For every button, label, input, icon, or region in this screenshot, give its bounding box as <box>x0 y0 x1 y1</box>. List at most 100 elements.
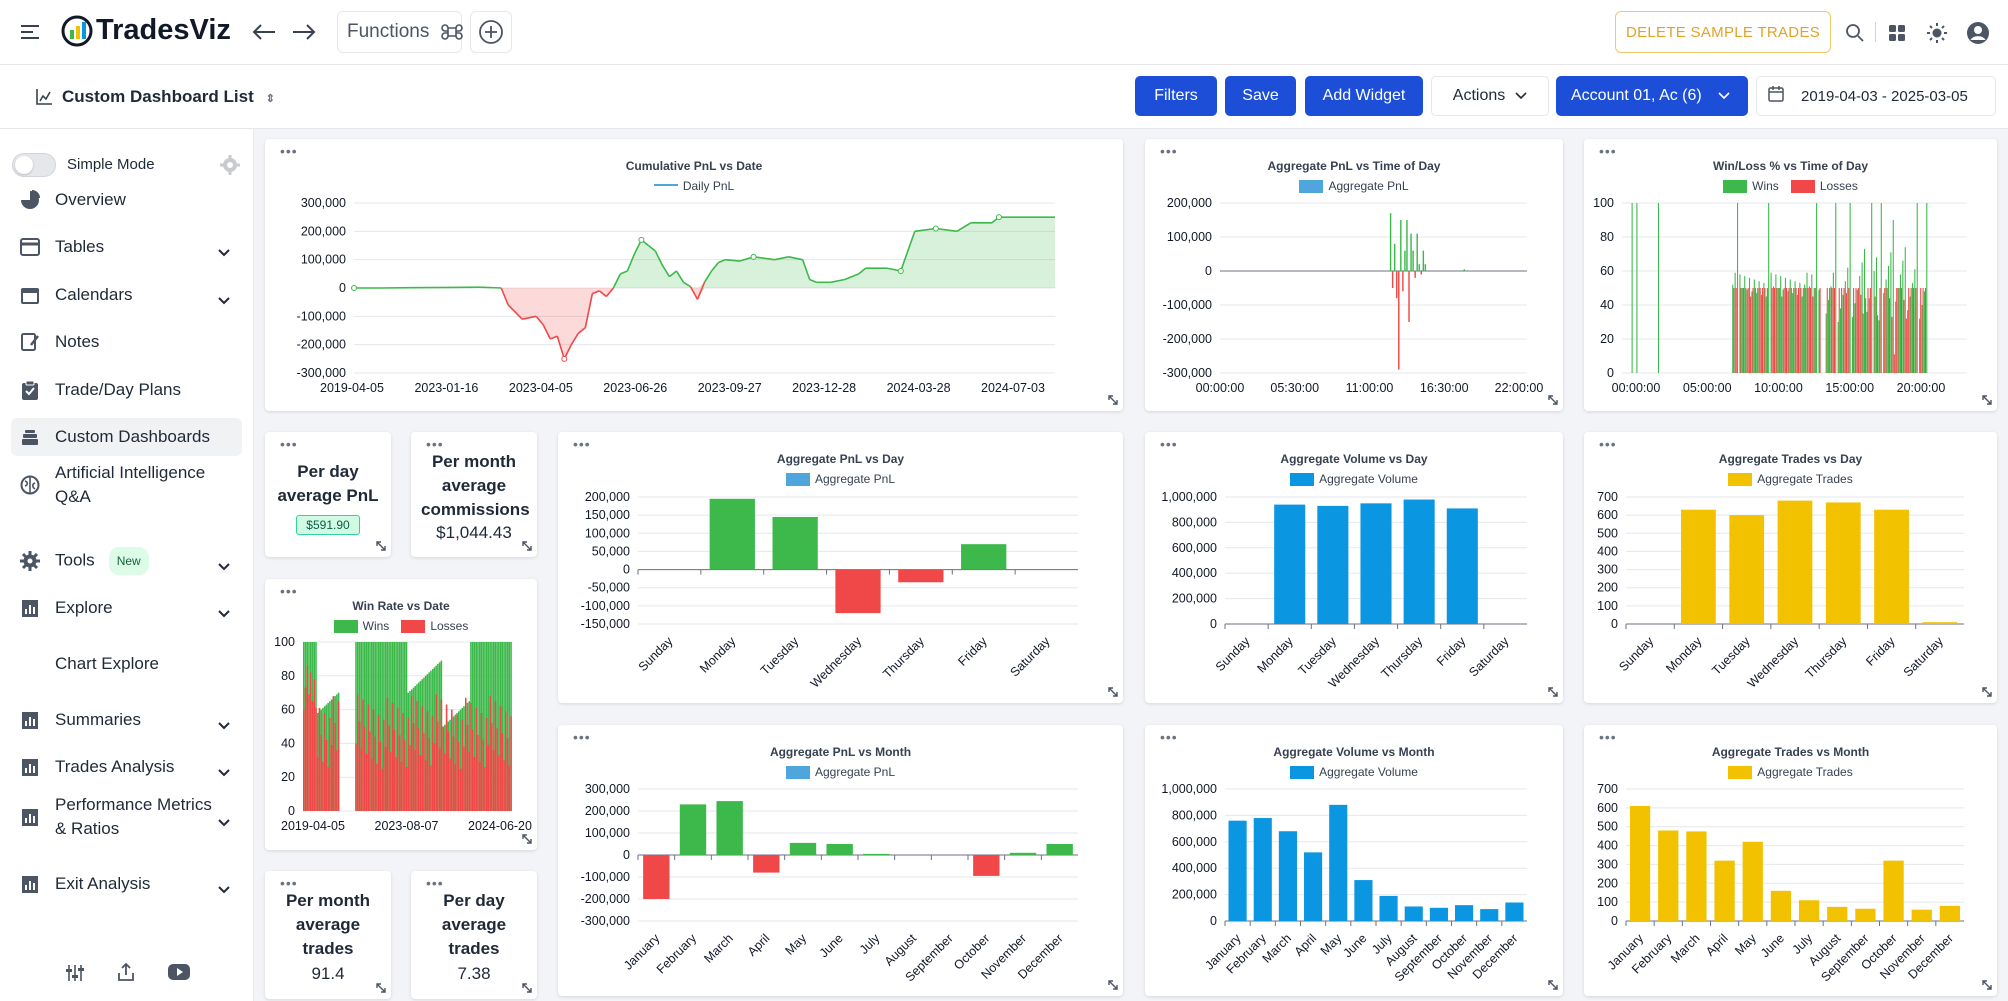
bar[interactable] <box>1360 503 1392 624</box>
bar-wins[interactable] <box>1772 286 1775 373</box>
bar-wins[interactable] <box>1909 296 1911 374</box>
bar-wins[interactable] <box>1782 289 1784 373</box>
bar-wins[interactable] <box>1784 277 1786 373</box>
bar-losses[interactable] <box>402 712 404 811</box>
bar-wins[interactable] <box>492 642 495 811</box>
bar-wins[interactable] <box>379 642 382 811</box>
filters-button[interactable]: Filters <box>1135 76 1217 116</box>
bar-losses[interactable] <box>1762 288 1764 373</box>
bar[interactable] <box>1874 509 1909 624</box>
legend-item[interactable]: Aggregate Trades <box>1728 472 1853 487</box>
bar[interactable] <box>1354 880 1373 921</box>
bar-wins[interactable] <box>365 642 368 811</box>
legend-item[interactable]: Aggregate Volume <box>1290 765 1418 780</box>
sidebar-item-chart-explore[interactable]: Chart Explore <box>11 645 242 683</box>
bar-wins[interactable] <box>459 709 462 811</box>
bar-losses[interactable] <box>456 714 458 811</box>
bar-losses[interactable] <box>1922 288 1924 373</box>
bar[interactable] <box>1939 905 1961 921</box>
bar[interactable] <box>1408 271 1410 322</box>
bar-losses[interactable] <box>471 729 474 811</box>
bar-wins[interactable] <box>1890 252 1892 373</box>
bar-wins[interactable] <box>1911 282 1913 373</box>
bar-losses[interactable] <box>1845 293 1847 373</box>
sidebar-item-custom-dashboards[interactable]: Custom Dashboards <box>11 418 242 456</box>
bar-losses[interactable] <box>374 736 376 811</box>
bar-losses[interactable] <box>489 696 491 811</box>
bar-losses[interactable] <box>1833 288 1835 373</box>
bar-wins[interactable] <box>398 642 401 811</box>
bar-losses[interactable] <box>334 723 336 811</box>
bar[interactable] <box>1424 264 1427 271</box>
bar-losses[interactable] <box>405 767 408 811</box>
bar-losses[interactable] <box>426 711 429 811</box>
bar-losses[interactable] <box>315 707 317 811</box>
data-point[interactable] <box>638 236 645 243</box>
bar-wins[interactable] <box>1804 284 1806 373</box>
bar-losses[interactable] <box>452 736 455 811</box>
bar-losses[interactable] <box>431 716 434 811</box>
more-options-icon[interactable]: ••• <box>1160 729 1178 745</box>
bar-losses[interactable] <box>400 761 403 811</box>
bar-losses[interactable] <box>332 696 335 811</box>
bar-wins[interactable] <box>1832 272 1834 373</box>
bar-wins[interactable] <box>1799 282 1801 373</box>
bar[interactable] <box>772 516 818 570</box>
bar[interactable] <box>1922 622 1958 624</box>
bar-losses[interactable] <box>419 755 422 811</box>
legend-item[interactable]: Losses <box>1790 179 1858 194</box>
sidebar-item-exit-analysis[interactable]: Exit Analysis <box>11 865 242 903</box>
bar-wins[interactable] <box>506 642 509 811</box>
resize-handle-icon[interactable] <box>375 539 387 555</box>
bar-losses[interactable] <box>1757 288 1759 373</box>
bar[interactable] <box>1410 233 1412 271</box>
bar-losses[interactable] <box>423 733 425 811</box>
bar-wins[interactable] <box>1883 293 1885 373</box>
bar-wins[interactable] <box>438 662 441 811</box>
bar-wins[interactable] <box>473 642 476 811</box>
bar-wins[interactable] <box>1904 247 1906 373</box>
bar-wins[interactable] <box>1844 281 1846 373</box>
bar-losses[interactable] <box>463 746 465 811</box>
bar-wins[interactable] <box>1775 274 1777 373</box>
bar-wins[interactable] <box>1811 274 1813 373</box>
data-point[interactable] <box>351 285 357 291</box>
bar-wins[interactable] <box>1852 316 1854 373</box>
youtube-icon[interactable] <box>166 962 192 982</box>
bar-losses[interactable] <box>1857 288 1859 373</box>
bar-wins[interactable] <box>1916 203 1918 373</box>
bar-losses[interactable] <box>496 728 498 811</box>
bar[interactable] <box>898 569 944 583</box>
bar-losses[interactable] <box>1915 288 1917 373</box>
bar-wins[interactable] <box>1744 276 1746 373</box>
add-widget-button[interactable]: Add Widget <box>1305 76 1423 116</box>
bar-losses[interactable] <box>1860 294 1862 373</box>
sidebar-item-performance-metrics-ratios[interactable]: Performance Metrics & Ratios <box>11 787 242 847</box>
bar-wins[interactable] <box>405 642 408 811</box>
bar-losses[interactable] <box>444 753 446 811</box>
bar-losses[interactable] <box>424 760 427 811</box>
bar[interactable] <box>1463 269 1465 271</box>
bar-losses[interactable] <box>1776 288 1778 373</box>
bar-wins[interactable] <box>395 642 397 811</box>
bar-losses[interactable] <box>308 694 310 811</box>
bar-losses[interactable] <box>377 714 380 811</box>
more-options-icon[interactable]: ••• <box>1160 143 1178 159</box>
bar-losses[interactable] <box>1867 288 1869 373</box>
bar-wins[interactable] <box>1737 203 1739 373</box>
bar-wins[interactable] <box>1818 289 1820 373</box>
resize-handle-icon[interactable] <box>521 981 533 997</box>
bar-wins[interactable] <box>1887 265 1890 373</box>
bar-wins[interactable] <box>1777 288 1779 373</box>
bar-wins[interactable] <box>508 642 511 811</box>
bar[interactable] <box>1422 250 1425 271</box>
account-select[interactable]: Account 01, Ac⁣ (6) <box>1556 76 1748 116</box>
bar-losses[interactable] <box>1841 288 1843 373</box>
bar-losses[interactable] <box>1831 288 1833 373</box>
bar-losses[interactable] <box>390 751 392 811</box>
bar[interactable] <box>961 544 1007 570</box>
bar-losses[interactable] <box>393 729 396 811</box>
bar-losses[interactable] <box>494 701 497 811</box>
bar-losses[interactable] <box>447 731 450 811</box>
bar-losses[interactable] <box>492 750 495 811</box>
